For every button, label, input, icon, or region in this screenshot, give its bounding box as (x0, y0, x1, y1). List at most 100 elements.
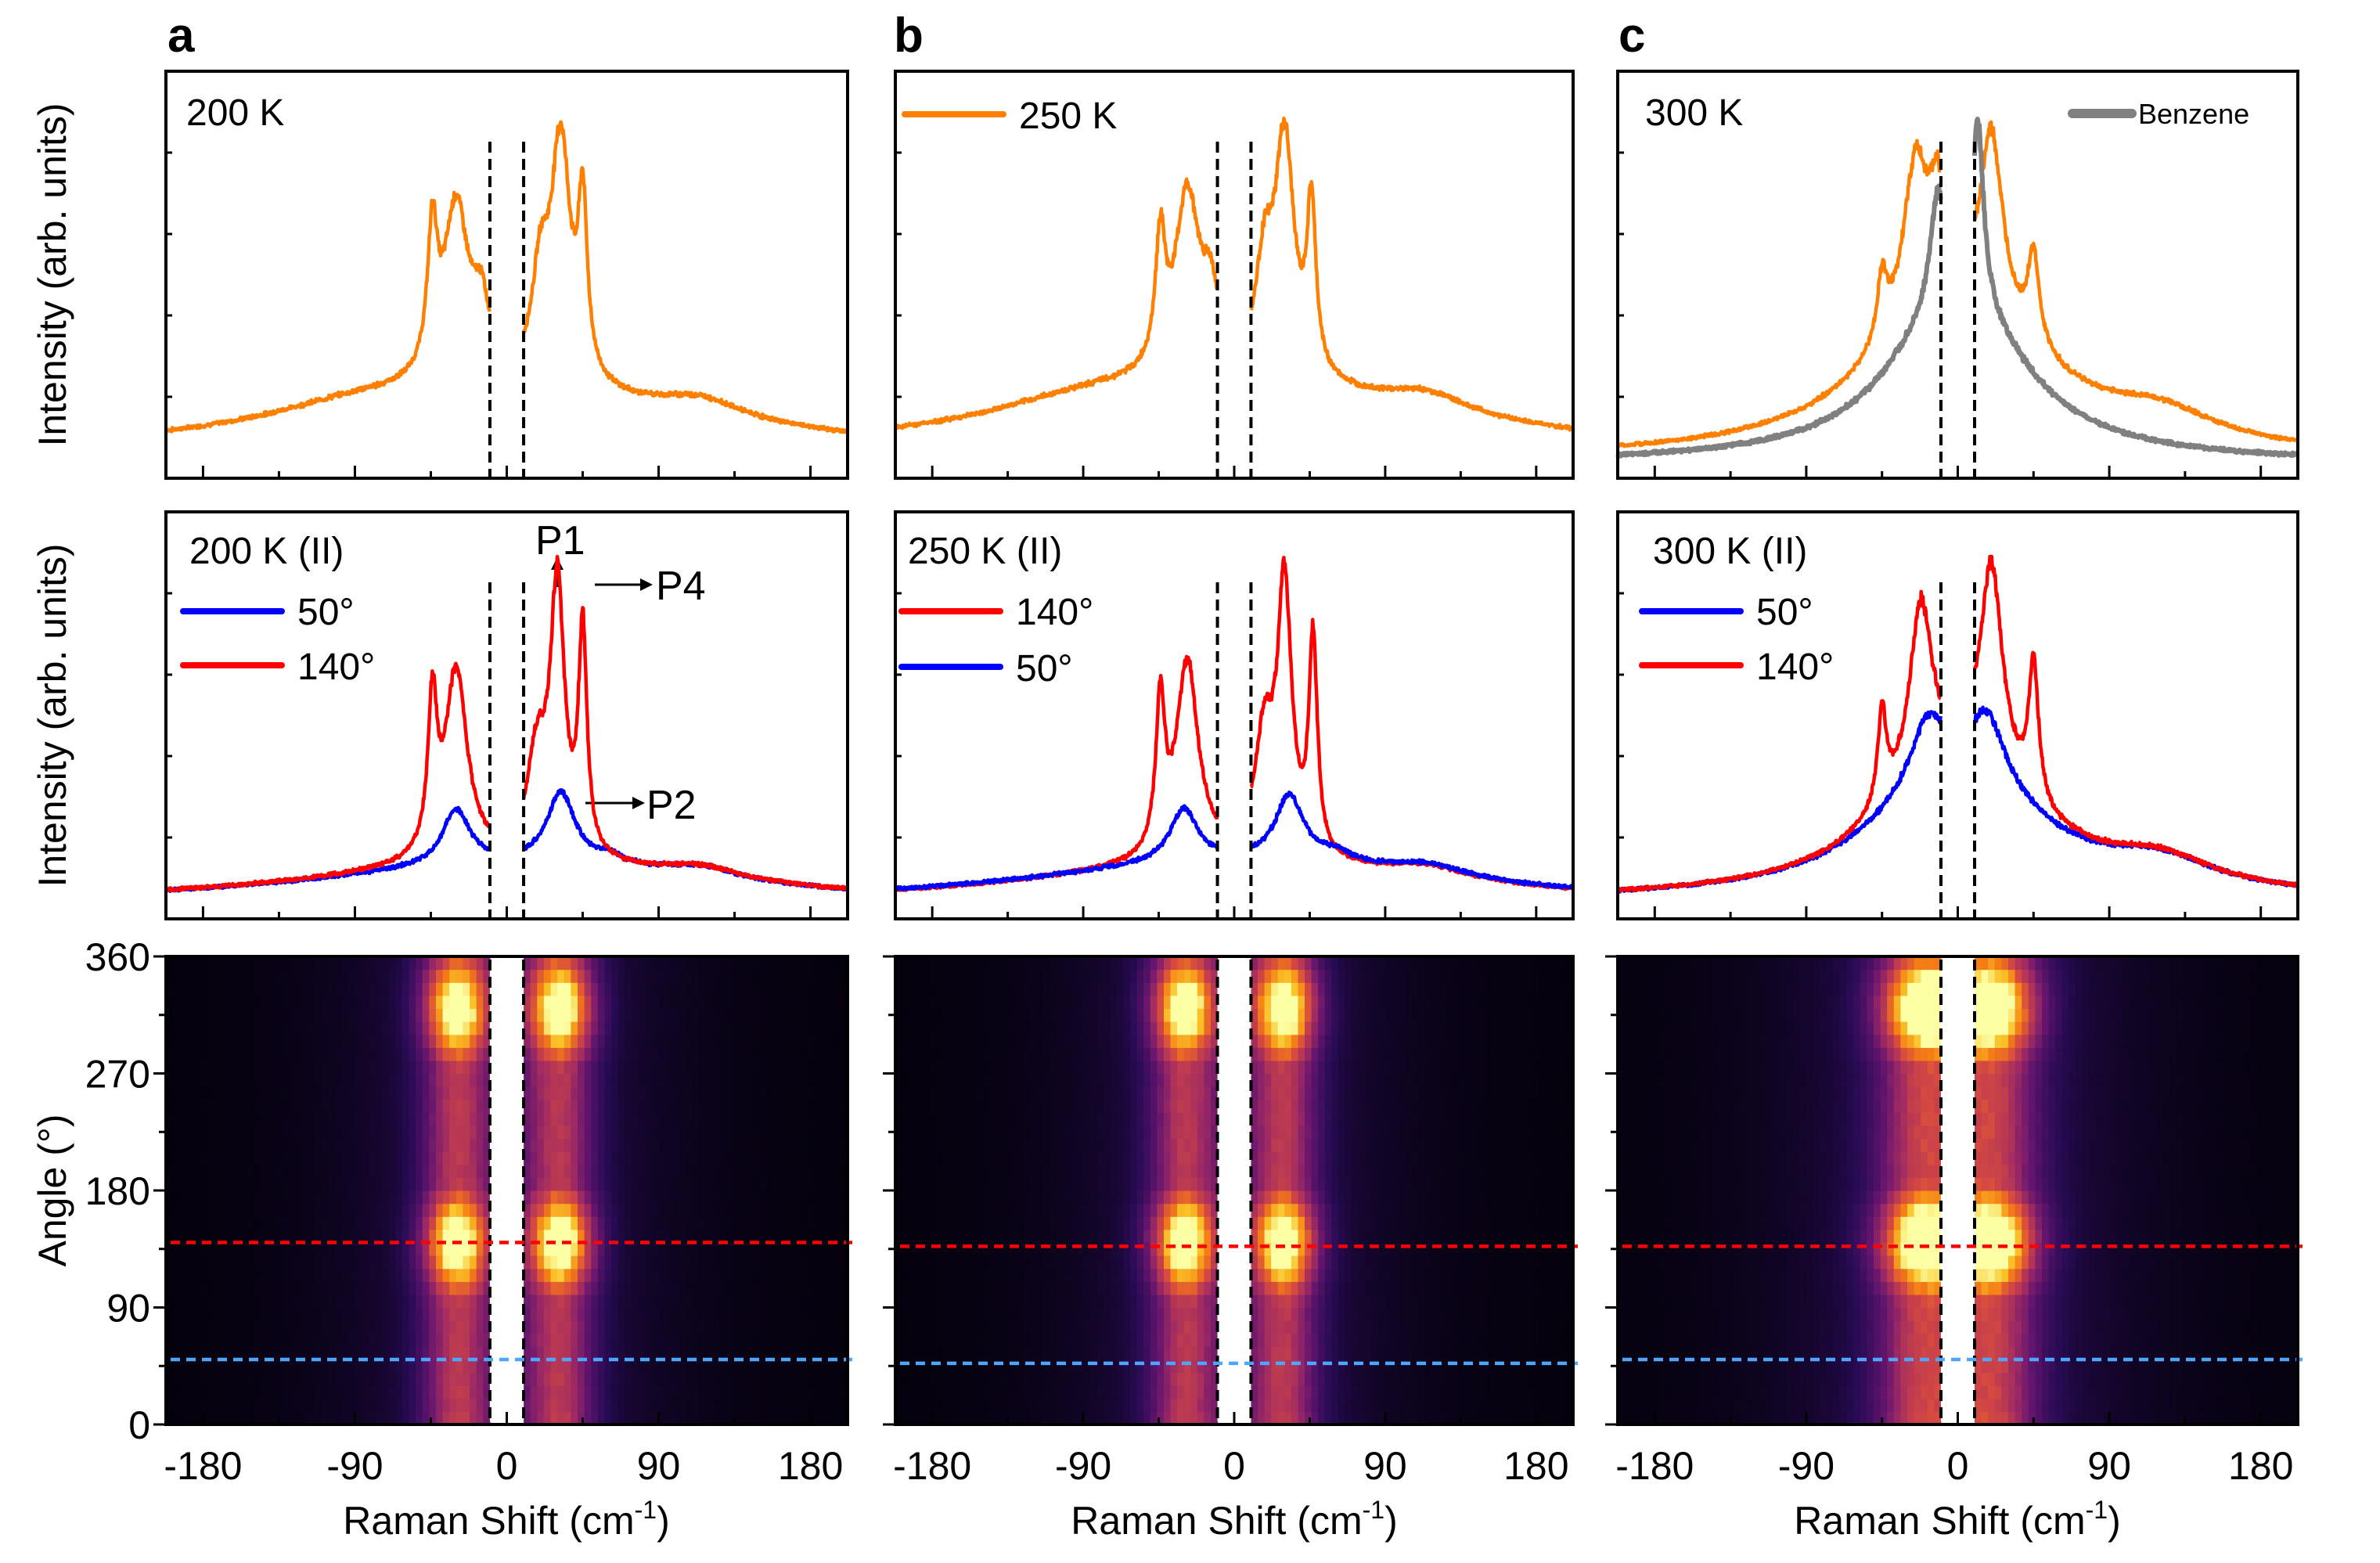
heatmap-cell (834, 1034, 841, 1048)
heatmap-cell (422, 1320, 430, 1334)
heatmap-cell (632, 1411, 639, 1425)
heatmap-cell (618, 1346, 625, 1360)
heatmap-cell (1136, 1411, 1144, 1425)
heatmap-cell (1050, 1372, 1057, 1386)
heatmap-cell (672, 995, 679, 1009)
heatmap-cell (773, 1190, 781, 1205)
heatmap-cell (293, 982, 302, 996)
heatmap-cell (362, 1268, 369, 1282)
heatmap-cell (280, 1099, 288, 1113)
heatmap-cell (1069, 1385, 1078, 1399)
heatmap-cell (1431, 1359, 1440, 1374)
heatmap-cell (578, 1164, 585, 1178)
heatmap-cell (470, 1099, 477, 1113)
heatmap-cell (1277, 1346, 1285, 1360)
heatmap-cell (719, 1151, 727, 1165)
heatmap-cell (1063, 1320, 1071, 1334)
heatmap-cell (1277, 1281, 1285, 1295)
heatmap-cell (321, 1229, 329, 1243)
heatmap-cell (1539, 1372, 1547, 1386)
heatmap-cell (328, 1372, 336, 1386)
heatmap-cell (989, 1385, 997, 1399)
heatmap-cell (260, 1034, 268, 1048)
heatmap-cell (597, 1164, 606, 1178)
heatmap-cell (975, 1320, 984, 1334)
heatmap-cell (611, 1333, 619, 1347)
heatmap-cell (638, 1294, 646, 1309)
heatmap-cell (193, 1151, 200, 1165)
heatmap-cell (726, 1203, 733, 1217)
heatmap-cell (334, 995, 342, 1009)
heatmap-cell (611, 1125, 619, 1140)
series-line-left (894, 804, 1219, 892)
heatmap-cell (1331, 1255, 1339, 1269)
heatmap-cell (1258, 1281, 1266, 1295)
heatmap-cell (1352, 1320, 1359, 1334)
heatmap-cell (293, 1268, 302, 1282)
heatmap-cell (213, 1151, 221, 1165)
heatmap-cell (1546, 1359, 1554, 1374)
heatmap-cell (355, 1099, 362, 1113)
heatmap-cell (1566, 1294, 1574, 1309)
heatmap-cell (172, 1047, 180, 1061)
heatmap-cell (578, 969, 585, 983)
heatmap-cell (571, 982, 578, 996)
heatmap-cell (625, 1138, 632, 1152)
heatmap-cell (550, 1125, 558, 1140)
heatmap-cell (597, 1216, 606, 1230)
heatmap-cell (746, 1268, 754, 1282)
heatmap-cell (1056, 1333, 1064, 1347)
plot-frame (164, 510, 849, 920)
heatmap-cell (1016, 1268, 1024, 1282)
heatmap-cell (301, 1047, 308, 1061)
spectrum-panel-c-top (1615, 70, 2300, 480)
heatmap-cell (543, 1346, 552, 1360)
heatmap-cell (658, 1307, 666, 1321)
heatmap-cell (543, 1190, 552, 1205)
heatmap-cell (334, 1333, 342, 1347)
heatmap-cell (563, 1190, 571, 1205)
heatmap-cell (524, 1073, 531, 1087)
heatmap-cell (280, 1190, 288, 1205)
heatmap-cell (368, 1346, 376, 1360)
heatmap-cell (247, 1177, 254, 1191)
heatmap-cell (213, 956, 221, 971)
heatmap-cell (1063, 1255, 1071, 1269)
heatmap-cell (780, 1294, 787, 1309)
panel-c-mid-title: 300 K (II) (1653, 531, 1807, 572)
heatmap-cell (1063, 1398, 1071, 1412)
heatmap-cell (1479, 1411, 1487, 1425)
heatmap-cell (902, 1359, 909, 1374)
heatmap-cell (416, 1229, 423, 1243)
heatmap-cell (1291, 1372, 1299, 1386)
heatmap-cell (1559, 1398, 1568, 1412)
heatmap-cell (746, 1086, 754, 1100)
heatmap-cell (712, 1060, 720, 1075)
heatmap-cell (780, 1385, 787, 1399)
heatmap-cell (672, 1385, 679, 1399)
heatmap-cell (746, 1359, 754, 1374)
heatmap-cell (429, 995, 437, 1009)
heatmap-cell (813, 1060, 822, 1075)
heatmap-cell (347, 1151, 355, 1165)
heatmap-cell (226, 982, 234, 996)
heatmap-cell (179, 1086, 187, 1100)
heatmap-cell (651, 1008, 660, 1022)
heatmap-cell (1083, 1398, 1091, 1412)
heatmap-cell (996, 1372, 1003, 1386)
heatmap-cell (597, 1320, 606, 1334)
heatmap-cell (1056, 1346, 1064, 1360)
heatmap-cell (813, 1281, 822, 1295)
heatmap-cell (679, 1268, 686, 1282)
heatmap-cell (301, 1372, 308, 1386)
heatmap-cell (705, 1073, 714, 1087)
panel-letter-a: a (167, 9, 195, 63)
heatmap-cell (928, 1281, 937, 1295)
heatmap-cell (773, 1372, 781, 1386)
heatmap-cell (915, 1385, 923, 1399)
heatmap-cell (530, 1021, 538, 1035)
heatmap-cell (308, 1021, 315, 1035)
heatmap-cell (1485, 1372, 1493, 1386)
heatmap-cell (813, 1034, 822, 1048)
heatmap-cell (1170, 1346, 1178, 1360)
